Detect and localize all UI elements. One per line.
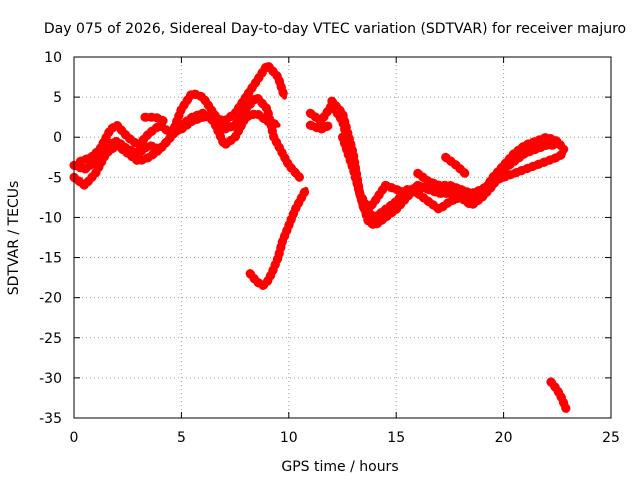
y-tick-label: -25 [39,331,62,347]
series-arc-9-markers [413,168,466,194]
y-tick-label: 5 [53,90,62,106]
x-tick-label: 15 [387,430,405,446]
x-axis-label: GPS time / hours [281,459,398,475]
y-tick-label: -20 [39,291,62,307]
y-tick-label: -35 [39,411,62,427]
series-arc-11-markers [140,112,169,126]
series-arc-6-markers [338,132,562,222]
x-tick-label: 5 [177,430,186,446]
y-tick-label: 10 [44,50,62,66]
series-arc-5-markers [327,96,569,230]
y-tick-label: -10 [39,210,62,226]
chart-title: Day 075 of 2026, Sidereal Day-to-day VTE… [44,21,626,37]
series-arc-7-markers [245,184,311,291]
x-tick-label: 10 [280,430,298,446]
y-tick-label: -15 [39,251,62,267]
y-tick-label: 0 [53,130,62,146]
axis-ticks: 0 5 10 15 20 25 10 5 0 -5 -10 -15 -20 -25 -30 -35 [39,50,620,446]
series-arc-3-markers [69,108,283,174]
x-tick-label: 0 [70,430,79,446]
x-tick-label: 25 [602,430,620,446]
series-arc-8-markers [546,377,571,413]
series-arc-12-markers [305,120,335,134]
y-tick-label: -30 [39,371,62,387]
x-tick-label: 20 [495,430,513,446]
series-arc-10-markers [441,152,470,178]
y-tick-label: -5 [48,170,62,186]
data-series [69,60,571,413]
y-axis-label: SDTVAR / TECUs [6,181,22,296]
plot-frame [73,56,612,419]
